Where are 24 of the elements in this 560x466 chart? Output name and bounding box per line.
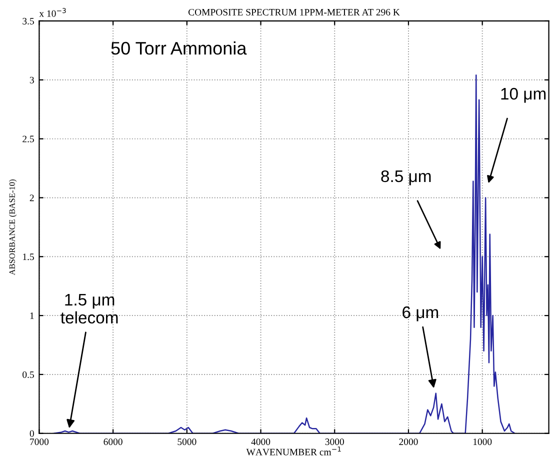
x-tick-label: 4000 [251, 438, 270, 446]
annotation: 8.5 μm [381, 170, 431, 186]
y-tick-label: 2 [30, 194, 34, 202]
y-tick-label: 1 [30, 312, 34, 319]
annotation: 10 μm [501, 88, 546, 103]
x-tick-label: 1000 [473, 438, 492, 446]
y-tick-label: 0.5 [22, 371, 34, 378]
x-tick-label: 6000 [104, 438, 122, 446]
y-tick-label: 3.5 [22, 18, 34, 24]
annotation: 6 μm [402, 306, 438, 322]
x-tick-label: 2000 [399, 438, 418, 446]
annotation: 1.5 μm telecom [60, 294, 118, 324]
y-tick-label: 0 [30, 430, 34, 437]
text: x 10$^{−3}$ [39, 8, 66, 17]
x-tick-label: 3000 [325, 438, 344, 446]
x-axis-title: WAVENUMBER cm$^{−1}$ [246, 446, 341, 456]
y-axis-title: ABSORBANCE (BASE-10) [9, 180, 17, 276]
chart-title: COMPOSITE SPECTRUM 1PPM-METER AT 296 K [188, 8, 400, 16]
y-tick-label: 3 [30, 76, 34, 84]
y-tick-label: 2.5 [22, 136, 34, 142]
y-tick-label: 1.5 [23, 254, 34, 260]
x-tick-label: 7000 [30, 438, 49, 446]
x-tick-label: 5000 [178, 438, 196, 446]
annotation: 50 Torr Ammonia [111, 41, 247, 55]
